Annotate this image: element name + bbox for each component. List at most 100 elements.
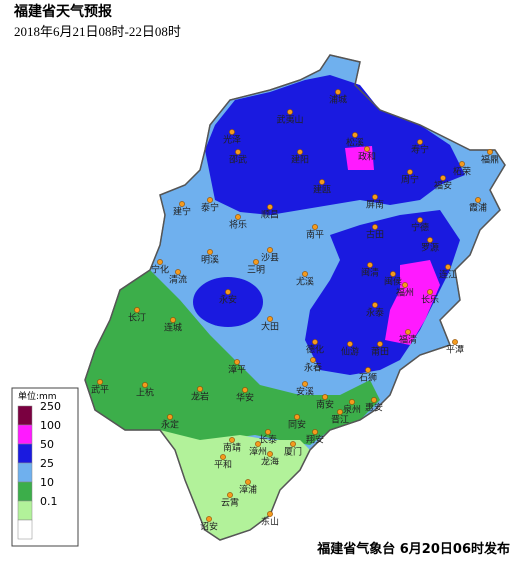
city-label: 建阳: [291, 154, 309, 166]
city-dot: [267, 204, 273, 210]
city-label: 石狮: [359, 373, 377, 384]
city-label: 长泰: [259, 434, 277, 446]
city-label: 莆田: [371, 346, 389, 358]
city-dot: [267, 247, 273, 253]
city-label: 上杭: [136, 387, 154, 399]
city-dot: [372, 194, 378, 200]
city-dot: [417, 217, 423, 223]
city-dot: [142, 382, 148, 388]
city-dot: [302, 381, 308, 387]
city-label: 平和: [214, 460, 232, 471]
city-label: 连江: [439, 269, 457, 281]
city-dot: [312, 429, 318, 435]
city-dot: [297, 149, 303, 155]
city-dot: [445, 264, 451, 270]
city-dot: [267, 511, 273, 517]
legend-swatch: [17, 405, 33, 426]
city-dot: [337, 409, 343, 415]
rain-zone-50: [193, 277, 263, 327]
city-label: 福鼎: [481, 154, 499, 166]
city-label: 宁化: [151, 264, 169, 276]
footer: 福建省气象台 6月20日06时发布: [316, 541, 510, 557]
city-dot: [427, 289, 433, 295]
legend-swatch: [17, 500, 33, 521]
rain-zone-50: [205, 75, 465, 215]
city-dot: [197, 386, 203, 392]
legend-unit: 单位:mm: [18, 390, 57, 402]
legend-label: 50: [40, 438, 54, 451]
city-label: 泰宁: [201, 202, 219, 214]
city-label: 长乐: [421, 294, 439, 306]
city-dot: [255, 441, 261, 447]
city-dot: [207, 197, 213, 203]
city-dot: [322, 394, 328, 400]
city-label: 沙县: [261, 253, 279, 264]
city-dot: [452, 339, 458, 345]
city-label: 龙海: [261, 456, 279, 468]
city-dot: [234, 359, 240, 365]
city-dot: [220, 454, 226, 460]
city-label: 同安: [288, 419, 306, 431]
legend-swatch: [17, 519, 33, 540]
city-label: 安溪: [296, 386, 314, 398]
city-label: 华安: [236, 392, 254, 404]
city-label: 邵武: [229, 154, 247, 166]
city-label: 光泽: [223, 134, 241, 146]
city-dot: [170, 317, 176, 323]
city-dot: [335, 89, 341, 95]
city-dot: [367, 262, 373, 268]
rain-zone-10: [160, 430, 310, 540]
city-dot: [371, 397, 377, 403]
city-dot: [235, 149, 241, 155]
city-label: 诏安: [200, 521, 218, 533]
city-dot: [290, 441, 296, 447]
rain-zone-50: [305, 210, 460, 375]
city-dot: [475, 197, 481, 203]
city-dot: [207, 249, 213, 255]
city-label: 顺昌: [261, 210, 279, 221]
city-dot: [427, 237, 433, 243]
city-label: 长汀: [128, 312, 146, 324]
city-label: 南安: [316, 399, 334, 411]
city-label: 武平: [91, 384, 109, 396]
city-label: 厦门: [284, 446, 302, 458]
city-dot: [229, 437, 235, 443]
city-dot: [487, 149, 493, 155]
city-dot: [440, 175, 446, 181]
legend-swatch: [17, 443, 33, 464]
city-label: 建瓯: [313, 184, 331, 196]
city-label: 明溪: [201, 254, 219, 266]
legend-swatch: [17, 481, 33, 502]
city-dot: [225, 289, 231, 295]
city-label: 闽侯: [384, 276, 402, 288]
city-dot: [312, 224, 318, 230]
city-label: 将乐: [229, 219, 247, 231]
city-label: 平潭: [446, 345, 464, 356]
city-dot: [407, 169, 413, 175]
city-dot: [157, 259, 163, 265]
city-label: 闽清: [361, 267, 379, 279]
city-label: 永泰: [366, 307, 384, 319]
subtitle: 2018年6月21日08时-22日08时: [14, 24, 181, 39]
city-label: 霞浦: [469, 202, 487, 214]
city-label: 漳州: [249, 446, 267, 458]
city-dot: [134, 307, 140, 313]
city-label: 泉州: [343, 404, 361, 416]
city-label: 德化: [306, 344, 324, 356]
city-dot: [302, 271, 308, 277]
legend-label: 0.1: [40, 495, 58, 508]
city-label: 漳浦: [239, 484, 257, 496]
city-dot: [347, 341, 353, 347]
city-dot: [364, 146, 370, 152]
city-dot: [365, 367, 371, 373]
city-label: 南靖: [223, 442, 241, 454]
city-label: 永春: [304, 362, 322, 374]
city-label: 宁德: [411, 222, 429, 234]
city-label: 福清: [399, 334, 417, 346]
city-label: 尤溪: [296, 276, 314, 288]
city-label: 三明: [247, 265, 265, 276]
city-label: 寿宁: [411, 144, 429, 156]
legend-label: 25: [40, 457, 54, 470]
